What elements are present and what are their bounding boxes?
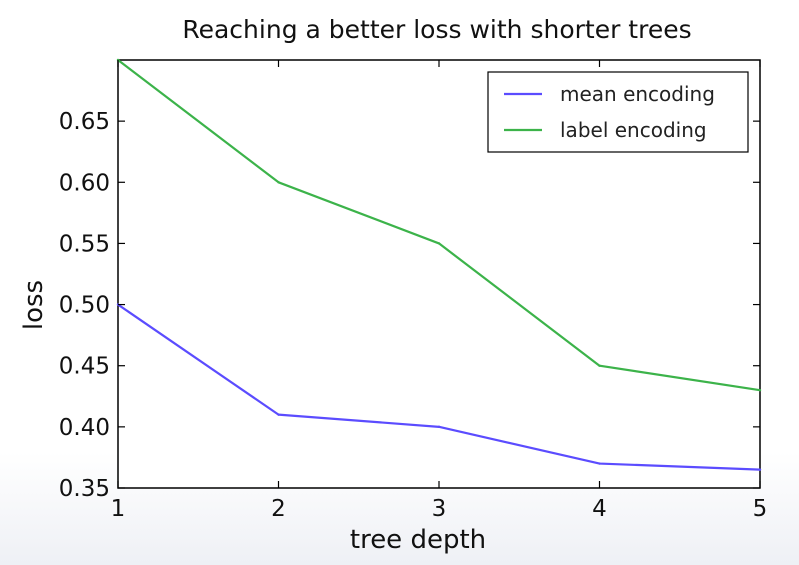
y-tick-label: 0.45	[59, 354, 110, 380]
data-point	[437, 425, 441, 429]
x-tick-label: 2	[271, 496, 286, 522]
x-tick-label: 1	[111, 496, 126, 522]
x-tick-label: 4	[592, 496, 607, 522]
data-point	[758, 388, 762, 392]
legend-label: mean encoding	[560, 82, 715, 106]
data-point	[758, 468, 762, 471]
data-point	[277, 413, 280, 416]
y-tick-label: 0.65	[59, 109, 110, 135]
y-tick-label: 0.55	[59, 231, 110, 257]
data-point	[598, 462, 601, 465]
legend-label: label encoding	[560, 118, 707, 142]
legend-box	[487, 71, 749, 153]
ticks-layer: 1 2 3 4 5 0.35 0.40 0.45 0.50 0.55 0.60 0.65	[59, 60, 768, 522]
y-tick-label: 0.50	[59, 293, 110, 319]
y-axis-title: loss	[19, 280, 49, 330]
legend: mean encoding label encoding	[487, 71, 749, 153]
chart-title: Reaching a better loss with shorter tree…	[182, 15, 691, 44]
y-tick-label: 0.40	[59, 415, 110, 441]
data-point	[437, 242, 441, 245]
data-point	[598, 364, 601, 367]
x-axis-title: tree depth	[350, 525, 486, 555]
x-tick-label: 5	[753, 496, 768, 522]
series-layer	[116, 58, 762, 471]
data-point	[277, 181, 280, 184]
y-tick-label: 0.35	[59, 476, 110, 502]
y-tick-label: 0.60	[59, 170, 110, 196]
x-tick-label: 3	[432, 496, 447, 522]
